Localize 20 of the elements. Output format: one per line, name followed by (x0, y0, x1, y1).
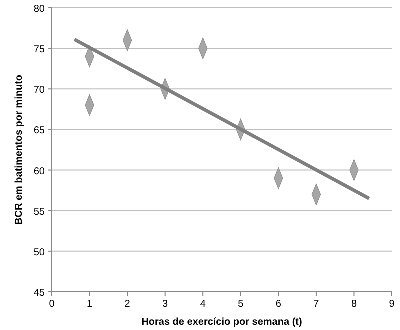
y-tick-label: 80 (34, 4, 46, 15)
y-tick-label: 65 (34, 126, 46, 137)
x-tick-label: 8 (351, 299, 358, 310)
y-tick-label: 75 (34, 44, 46, 56)
y-tick-label: 70 (34, 85, 46, 96)
x-tick-label: 9 (389, 299, 396, 310)
x-tick-label: 4 (200, 299, 206, 310)
x-tick-label: 1 (86, 299, 93, 310)
x-tick-label: 0 (49, 299, 56, 310)
x-tick-label: 3 (162, 299, 169, 310)
y-tick-label: 45 (34, 288, 46, 299)
y-tick-label: 50 (34, 247, 46, 258)
y-tick-label: 60 (34, 166, 46, 178)
y-axis-title: BCR em batimentos por minuto (14, 74, 25, 226)
x-tick-label: 2 (124, 299, 131, 310)
x-tick-label: 5 (238, 299, 244, 310)
y-tick-label: 55 (34, 206, 46, 218)
x-axis-title: Horas de exercício por semana (t) (142, 317, 302, 328)
x-tick-label: 6 (276, 299, 282, 310)
x-tick-label: 7 (314, 299, 320, 310)
